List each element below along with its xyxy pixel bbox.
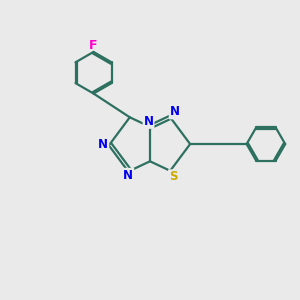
Text: F: F: [89, 39, 98, 52]
Text: N: N: [170, 106, 180, 118]
Text: N: N: [143, 115, 154, 128]
Text: S: S: [169, 170, 177, 183]
Text: N: N: [123, 169, 133, 182]
Text: N: N: [98, 138, 108, 151]
